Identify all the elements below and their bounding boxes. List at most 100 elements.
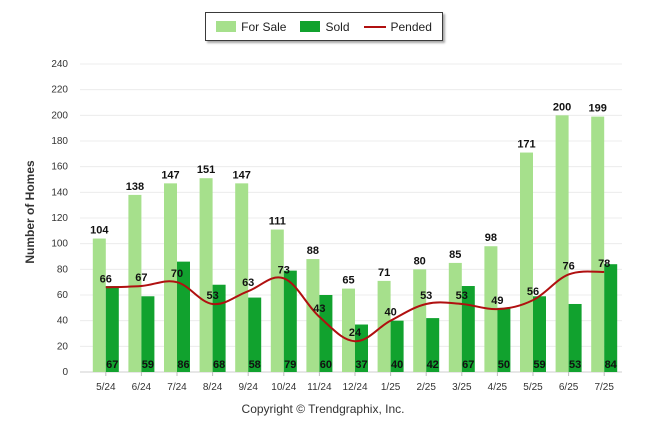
sold-data-label: 59 — [533, 359, 545, 371]
pended-data-label: 76 — [562, 260, 574, 272]
y-tick-label: 0 — [62, 367, 68, 378]
for-sale-bar — [92, 238, 106, 372]
for-sale-bar — [591, 116, 605, 372]
y-tick-label: 220 — [51, 85, 68, 96]
sold-swatch — [300, 21, 321, 32]
legend-label-for-sale: For Sale — [241, 19, 287, 34]
for-sale-data-label: 138 — [126, 181, 144, 193]
for-sale-data-label: 199 — [589, 103, 607, 115]
sold-bar — [426, 318, 440, 372]
sold-data-label: 79 — [284, 359, 296, 371]
x-tick-label: 2/25 — [416, 382, 436, 393]
for-sale-data-label: 200 — [553, 101, 571, 113]
for-sale-data-label: 65 — [342, 275, 354, 287]
x-tick-label: 10/24 — [271, 382, 296, 393]
pended-data-label: 43 — [313, 303, 325, 315]
x-tick-label: 5/25 — [523, 382, 543, 393]
sold-bar — [533, 296, 546, 372]
pended-data-label: 73 — [278, 264, 290, 276]
sold-data-label: 50 — [498, 359, 510, 371]
y-axis-ticks: 0 20 40 60 80 100 120 140 160 180 200 220 240 — [51, 59, 68, 378]
y-tick-label: 240 — [51, 59, 68, 70]
y-tick-label: 40 — [57, 316, 69, 327]
legend-label-sold: Sold — [325, 19, 350, 34]
x-tick-label: 8/24 — [203, 382, 223, 393]
legend-item-sold[interactable]: Sold — [300, 19, 350, 34]
pended-data-label: 67 — [135, 272, 147, 284]
for-sale-data-label: 171 — [517, 139, 535, 151]
pended-data-label: 53 — [420, 290, 432, 302]
for-sale-labels: 104 138 147 151 147 111 88 65 71 80 85 98 171 200 199 — [90, 101, 607, 286]
sold-bar — [319, 295, 333, 372]
x-tick-label: 1/25 — [381, 382, 401, 393]
sold-data-label: 86 — [177, 359, 189, 371]
legend-label-pended: Pended — [390, 19, 432, 34]
sold-bar — [355, 324, 368, 372]
pended-data-label: 24 — [349, 327, 362, 339]
sold-data-label: 42 — [427, 359, 439, 371]
for-sale-data-label: 147 — [233, 169, 251, 181]
for-sale-bar — [306, 259, 320, 372]
for-sale-bar — [413, 269, 427, 372]
x-tick-label: 9/24 — [238, 382, 258, 393]
sold-bar — [105, 286, 119, 372]
for-sale-data-label: 104 — [90, 225, 109, 237]
y-tick-label: 80 — [57, 264, 69, 275]
x-tick-label: 7/24 — [167, 382, 187, 393]
for-sale-data-label: 147 — [161, 169, 179, 181]
for-sale-data-label: 151 — [197, 164, 215, 176]
x-tick-label: 4/25 — [488, 382, 508, 393]
for-sale-bar — [555, 115, 569, 372]
y-tick-label: 100 — [51, 239, 68, 250]
x-tick-label: 12/24 — [342, 382, 367, 393]
for-sale-bar — [199, 178, 213, 372]
y-tick-label: 200 — [51, 110, 68, 121]
y-tick-label: 140 — [51, 187, 68, 198]
y-axis-label: Number of Homes — [23, 160, 37, 264]
for-sale-bars — [92, 115, 605, 372]
x-tick-label: 7/25 — [594, 382, 614, 393]
for-sale-data-label: 85 — [449, 249, 461, 261]
sold-data-label: 58 — [249, 359, 261, 371]
sold-bar — [497, 307, 511, 372]
for-sale-bar — [520, 152, 533, 372]
for-sale-data-label: 111 — [269, 216, 286, 228]
sold-labels: 67 59 86 68 58 79 60 37 40 42 67 50 59 53 84 — [106, 359, 618, 371]
sold-bar — [283, 270, 297, 372]
pended-data-label: 40 — [384, 307, 396, 319]
legend: For Sale Sold Pended — [205, 12, 443, 41]
sold-data-label: 53 — [569, 359, 581, 371]
for-sale-bar — [270, 229, 284, 372]
x-tick-label: 5/24 — [96, 382, 116, 393]
x-tick-label: 6/25 — [559, 382, 579, 393]
y-tick-label: 120 — [51, 213, 68, 224]
x-tick-label: 3/25 — [452, 382, 472, 393]
pended-data-label: 63 — [242, 277, 254, 289]
y-tick-label: 180 — [51, 136, 68, 147]
for-sale-data-label: 71 — [378, 267, 390, 279]
for-sale-bar — [448, 262, 462, 372]
y-tick-label: 160 — [51, 162, 68, 173]
pended-data-label: 53 — [456, 290, 468, 302]
x-axis-ticks: 5/24 6/24 7/24 8/24 9/24 10/24 11/24 12/24 1/25 2… — [96, 372, 614, 393]
for-sale-bar — [128, 194, 142, 372]
sold-data-label: 37 — [355, 359, 367, 371]
legend-item-for-sale[interactable]: For Sale — [216, 20, 286, 34]
for-sale-bar — [164, 183, 177, 372]
pended-data-label: 53 — [206, 290, 218, 302]
for-sale-bar — [342, 288, 355, 372]
sold-data-label: 67 — [462, 359, 474, 371]
for-sale-data-label: 88 — [307, 245, 319, 257]
legend-item-pended[interactable]: Pended — [363, 19, 432, 34]
sold-bar — [604, 264, 618, 372]
for-sale-data-label: 80 — [414, 255, 426, 267]
x-tick-label: 6/24 — [132, 382, 152, 393]
for-sale-data-label: 98 — [485, 232, 497, 244]
sold-data-label: 60 — [320, 359, 332, 371]
pended-data-label: 70 — [171, 268, 183, 280]
pended-data-label: 66 — [100, 273, 112, 285]
x-tick-label: 11/24 — [307, 382, 332, 393]
pended-series-line — [105, 270, 605, 343]
y-tick-label: 20 — [57, 341, 69, 352]
